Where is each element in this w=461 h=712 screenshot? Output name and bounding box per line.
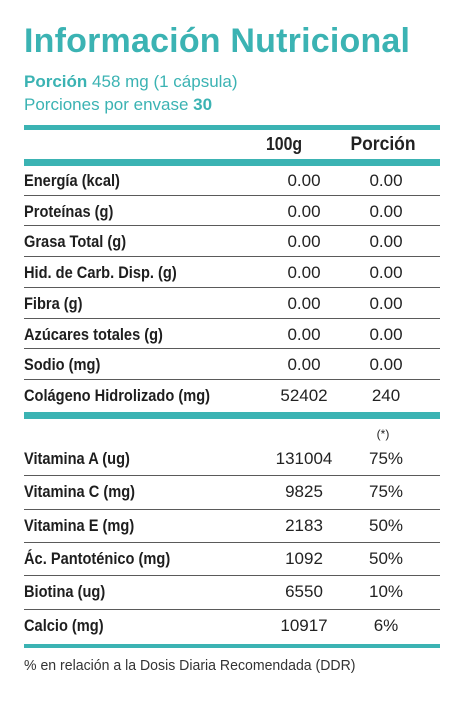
value-portion: 75% [368, 449, 404, 468]
footnote: % en relación a la Dosis Diaria Recomend… [24, 657, 356, 674]
value-100g: 0.00 [287, 171, 321, 190]
value-portion: 50% [368, 548, 404, 568]
row-label: Colágeno Hidrolizado (mg) [24, 385, 211, 405]
value-portion: 50% [368, 515, 404, 535]
value-portion: 10% [368, 582, 404, 602]
value-portion: 0.00 [369, 324, 403, 344]
row-divider [24, 575, 440, 577]
page-title: Información Nutricional [24, 22, 411, 60]
table-row: Vitamina C (mg) 9825 75% [24, 477, 440, 507]
value-portion: 0.00 [369, 263, 403, 283]
column-header-portion: Porción [350, 134, 416, 155]
table-row: Fibra (g) 0.00 0.00 [24, 289, 440, 319]
table-row: Calcio (mg) 10917 6% [24, 611, 440, 641]
row-label: Biotina (ug) [24, 582, 106, 602]
row-divider [24, 225, 440, 227]
servings-label: Porciones por envase [24, 95, 189, 114]
header-bottom-rule [24, 159, 440, 166]
value-portion: 240 [371, 385, 401, 405]
row-label: Hid. de Carb. Disp. (g) [24, 263, 177, 283]
value-100g: 0.00 [287, 355, 321, 375]
row-divider [24, 608, 440, 610]
value-100g: 0.00 [287, 324, 321, 344]
row-divider [24, 256, 440, 258]
row-divider [24, 508, 440, 510]
table-row: Biotina (ug) 6550 10% [24, 577, 440, 607]
row-divider [24, 378, 440, 380]
table-row: Vitamina E (mg) 2183 50% [24, 511, 440, 541]
value-100g: 0.00 [287, 201, 321, 221]
table-row: Ác. Pantoténico (mg) 1092 50% [24, 544, 440, 574]
header-top-rule [24, 125, 440, 130]
row-divider [24, 194, 440, 196]
value-portion: 6% [373, 615, 399, 635]
value-portion: 75% [368, 482, 404, 502]
row-label: Fibra (g) [24, 293, 83, 313]
row-divider [24, 286, 440, 288]
table-row: Vitamina A (ug) 131004 75% [24, 444, 440, 474]
value-portion: 0.00 [369, 171, 403, 190]
row-label: Energía (kcal) [24, 171, 120, 190]
value-100g: 1092 [285, 548, 323, 568]
servings-value: 30 [193, 95, 213, 114]
value-100g: 10917 [280, 615, 328, 635]
row-label: Ác. Pantoténico (mg) [24, 548, 171, 568]
value-portion: 0.00 [369, 355, 403, 375]
serving-label: Porción [24, 72, 88, 91]
value-100g: 6550 [285, 582, 323, 602]
section-divider-rule [24, 412, 440, 419]
table-row: Energía (kcal) 0.00 0.00 [24, 166, 440, 196]
value-portion: 0.00 [369, 293, 403, 313]
table-row: Sodio (mg) 0.00 0.00 [24, 350, 440, 380]
row-label: Azúcares totales (g) [24, 324, 163, 344]
row-label: Grasa Total (g) [24, 232, 127, 252]
table-row: Proteínas (g) 0.00 0.00 [24, 197, 440, 227]
row-divider [24, 475, 440, 477]
column-header-100g: 100g [265, 134, 303, 154]
value-100g: 0.00 [287, 263, 321, 283]
row-label: Vitamina C (mg) [24, 482, 136, 502]
footer-rule [24, 644, 440, 648]
value-100g: 52402 [280, 385, 328, 405]
row-divider [24, 317, 440, 319]
table-row: Hid. de Carb. Disp. (g) 0.00 0.00 [24, 258, 440, 288]
value-100g: 9825 [285, 482, 323, 502]
table-row: Grasa Total (g) 0.00 0.00 [24, 227, 440, 257]
row-label: Vitamina E (mg) [24, 515, 135, 535]
serving-size: Porción 458 mg (1 cápsula) [24, 72, 238, 92]
serving-value: 458 mg (1 cápsula) [92, 72, 238, 91]
table-row: Azúcares totales (g) 0.00 0.00 [24, 320, 440, 350]
value-portion: 0.00 [369, 201, 403, 221]
value-100g: 2183 [285, 515, 323, 535]
row-label: Calcio (mg) [24, 615, 104, 635]
row-label: Sodio (mg) [24, 355, 101, 375]
servings-per-container: Porciones por envase 30 [24, 95, 212, 115]
row-divider [24, 348, 440, 350]
value-100g: 131004 [275, 449, 333, 468]
table-row: Colágeno Hidrolizado (mg) 52402 240 [24, 381, 440, 411]
value-100g: 0.00 [287, 232, 321, 252]
row-label: Vitamina A (ug) [24, 449, 130, 468]
value-100g: 0.00 [287, 293, 321, 313]
asterisk-note: (*) [376, 427, 390, 441]
value-portion: 0.00 [369, 232, 403, 252]
row-divider [24, 541, 440, 543]
row-label: Proteínas (g) [24, 201, 114, 221]
